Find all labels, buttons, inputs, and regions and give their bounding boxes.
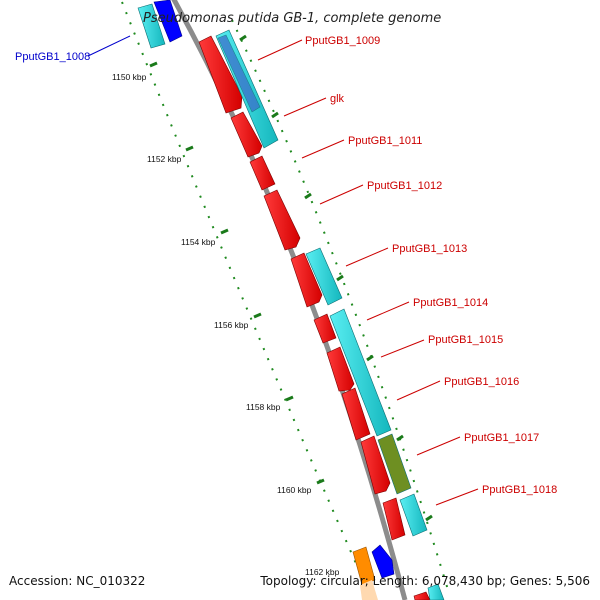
gene-label-1017[interactable]: PputGB1_1017 bbox=[464, 432, 539, 444]
feature-cyan-1018[interactable] bbox=[399, 493, 428, 537]
gene-label-1016[interactable]: PputGB1_1016 bbox=[444, 376, 519, 388]
feature-peach-bottom bbox=[360, 580, 378, 600]
feature-cds-1017[interactable] bbox=[360, 435, 391, 495]
gene-label-1018[interactable]: PputGB1_1018 bbox=[482, 484, 557, 496]
tick-label-1160: 1160 kbp bbox=[277, 485, 312, 495]
cds-track bbox=[198, 35, 431, 600]
bottom-feature-group bbox=[352, 544, 445, 600]
feature-cds-1013[interactable] bbox=[290, 252, 323, 308]
outer-feature-track bbox=[215, 29, 428, 537]
feature-cds-1014[interactable] bbox=[313, 313, 337, 344]
gene-label-1008[interactable]: PputGB1_1008 bbox=[15, 51, 90, 63]
feature-cyan-1008[interactable] bbox=[137, 3, 166, 49]
tick-label-1158: 1158 kbp bbox=[246, 402, 281, 412]
feature-cyan-1013[interactable] bbox=[305, 247, 343, 306]
feature-cds-1011[interactable] bbox=[249, 155, 276, 191]
tick-marks bbox=[149, 34, 433, 522]
gene-label-1009[interactable]: PputGB1_1009 bbox=[305, 35, 380, 47]
accession-text: Accession: NC_010322 bbox=[9, 574, 146, 588]
tick-label-1150: 1150 kbp bbox=[112, 72, 147, 82]
gene-label-1014[interactable]: PputGB1_1014 bbox=[413, 297, 488, 309]
feature-orange-bottom[interactable] bbox=[352, 546, 376, 586]
gene-label-1012[interactable]: PputGB1_1012 bbox=[367, 180, 442, 192]
tick-label-1156: 1156 kbp bbox=[214, 320, 249, 330]
feature-cyan-1009-overlay bbox=[217, 34, 261, 113]
feature-cds-1015[interactable] bbox=[326, 346, 355, 392]
genome-backbone bbox=[171, 0, 408, 600]
feature-cds-1009[interactable] bbox=[198, 35, 243, 114]
feature-cds-bottom[interactable] bbox=[413, 591, 431, 600]
topology-text: Topology: circular; Length: 6,078,430 bp… bbox=[260, 574, 590, 588]
map-title: Pseudomonas putida GB-1, complete genome bbox=[143, 11, 441, 26]
label-leader-lines bbox=[87, 35, 479, 506]
gene-label-1013[interactable]: PputGB1_1013 bbox=[392, 243, 467, 255]
feature-cds-glk[interactable] bbox=[230, 111, 263, 158]
tick-label-1162: 1162 kbp bbox=[305, 567, 340, 577]
feature-cyan-bottom[interactable] bbox=[427, 583, 445, 600]
feature-blue-bottom[interactable] bbox=[371, 544, 395, 579]
gene-label-1015[interactable]: PputGB1_1015 bbox=[428, 334, 503, 346]
feature-cyan-1014-1016[interactable] bbox=[329, 308, 392, 437]
feature-cds-1012[interactable] bbox=[263, 189, 301, 251]
gene-label-glk[interactable]: glk bbox=[330, 93, 345, 105]
feature-cds-1018[interactable] bbox=[382, 497, 406, 541]
feature-blue-1008[interactable] bbox=[153, 0, 183, 43]
tick-label-1152: 1152 kbp bbox=[147, 154, 182, 164]
feature-1008-group bbox=[137, 0, 183, 49]
tick-label-1154: 1154 kbp bbox=[181, 237, 216, 247]
gene-label-1011[interactable]: PputGB1_1011 bbox=[348, 135, 422, 147]
feature-cds-1016[interactable] bbox=[341, 387, 371, 441]
feature-olive-1017[interactable] bbox=[377, 433, 412, 495]
